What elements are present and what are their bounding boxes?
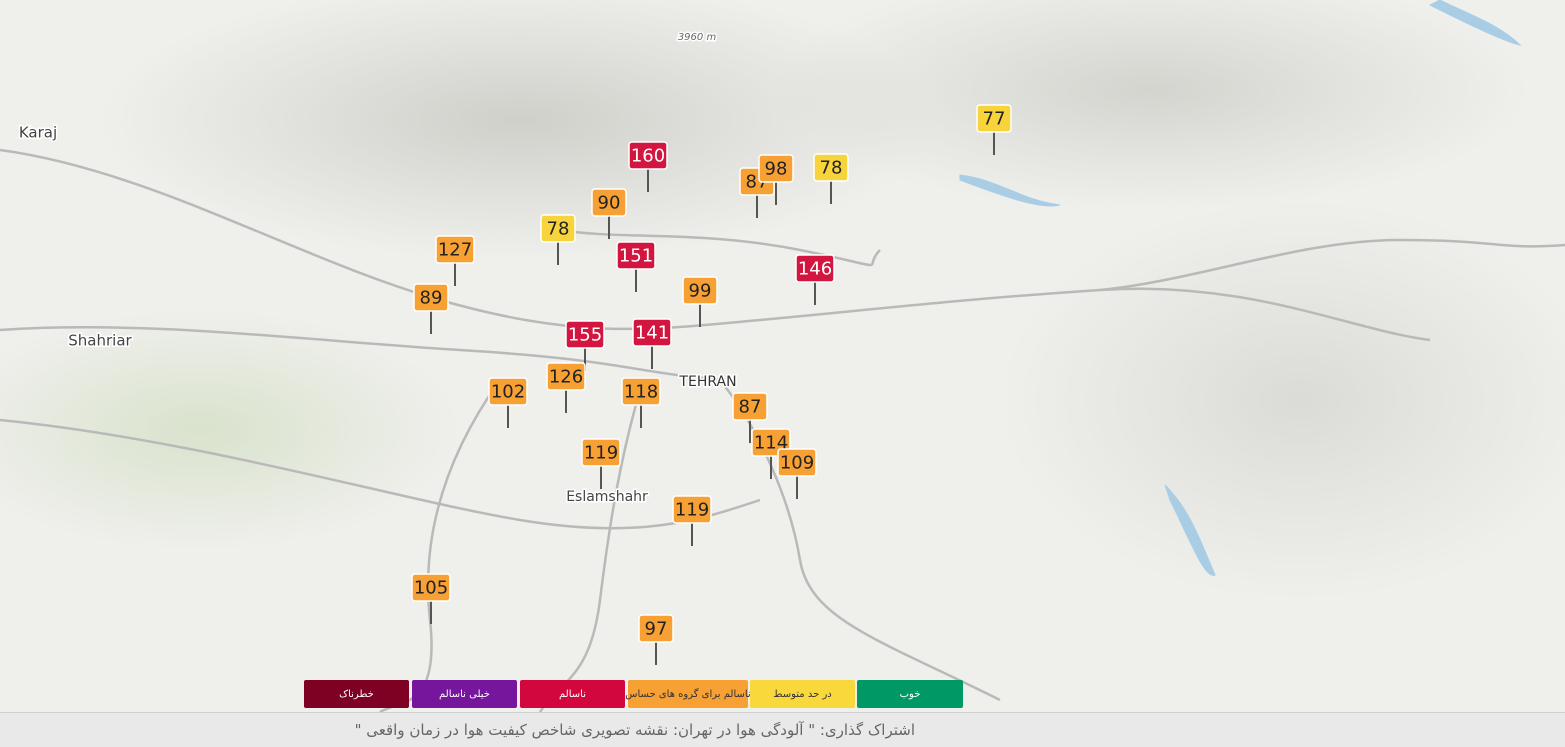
marker-box (732, 392, 768, 421)
marker-value: 87 (739, 397, 762, 418)
marker-box (435, 235, 475, 264)
marker-box (411, 573, 451, 602)
legend-swatch (304, 680, 409, 708)
place-label: 3960 m (678, 32, 717, 43)
legend-label: ناسالم (559, 689, 586, 700)
marker-box (976, 104, 1012, 133)
legend-swatch (857, 680, 963, 708)
legend-swatch (520, 680, 625, 708)
legend-item[interactable]: ناسالم برای گروه های حساس (625, 680, 751, 708)
aqi-marker[interactable]: 89 (413, 283, 449, 334)
marker-box (621, 377, 661, 406)
marker-box (488, 377, 528, 406)
legend: خطرناک خیلی ناسالم ناسالم ناسالم برای گروه … (304, 680, 963, 708)
aqi-marker[interactable]: 97 (638, 614, 674, 665)
aqi-marker[interactable]: 105 (411, 573, 451, 624)
legend-item[interactable]: خیلی ناسالم (412, 680, 517, 708)
legend-label: ناسالم برای گروه های حساس (625, 688, 750, 700)
marker-box (413, 283, 449, 312)
aqi-marker[interactable]: 78 (813, 153, 849, 204)
aqi-marker[interactable]: 78 (540, 214, 576, 265)
marker-box (616, 241, 656, 270)
aqi-marker[interactable]: 127 (435, 235, 475, 286)
marker-value: 118 (624, 382, 658, 403)
map-canvas: Karaj Shahriar TEHRAN Eslamshahr 3960 m 77 16… (0, 0, 1565, 714)
marker-value: 102 (491, 382, 525, 403)
marker-value: 99 (689, 281, 712, 302)
aqi-marker[interactable]: 146 (795, 254, 835, 305)
marker-box (777, 448, 817, 477)
place-label: Eslamshahr (566, 489, 648, 505)
aqi-marker[interactable]: 151 (616, 241, 656, 292)
marker-box (546, 362, 586, 391)
marker-value: 126 (549, 367, 583, 388)
marker-value: 155 (568, 325, 602, 346)
marker-box (682, 276, 718, 305)
marker-value: 105 (414, 578, 448, 599)
aqi-marker[interactable]: 118 (621, 377, 661, 428)
place-label: TEHRAN (678, 374, 736, 390)
marker-box (540, 214, 576, 243)
marker-value: 109 (780, 453, 814, 474)
aqi-marker[interactable]: 141 (632, 318, 672, 369)
legend-label: در حد متوسط (773, 689, 831, 700)
aqi-marker[interactable]: 114 (751, 428, 791, 479)
aqi-marker[interactable]: 160 (628, 141, 668, 192)
aqi-marker[interactable]: 77 (976, 104, 1012, 155)
marker-value: 141 (635, 323, 669, 344)
marker-box (795, 254, 835, 283)
marker-value: 114 (754, 433, 788, 454)
marker-value: 119 (675, 500, 709, 521)
legend-label: خیلی ناسالم (439, 689, 490, 700)
legend-item[interactable]: خوب (857, 680, 963, 708)
marker-box (565, 320, 605, 349)
aqi-marker[interactable]: 155 (565, 320, 605, 371)
marker-value: 78 (820, 158, 843, 179)
legend-label: خوب (900, 689, 921, 700)
marker-value: 146 (798, 259, 832, 280)
marker-value: 151 (619, 246, 653, 267)
aqi-marker[interactable]: 119 (581, 438, 621, 489)
marker-value: 77 (983, 109, 1006, 130)
legend-label: خطرناک (339, 689, 374, 700)
legend-item[interactable]: خطرناک (304, 680, 409, 708)
marker-box (813, 153, 849, 182)
marker-box (632, 318, 672, 347)
aqi-marker[interactable]: 87 (732, 392, 768, 443)
map-labels: Karaj Shahriar TEHRAN Eslamshahr 3960 m (17, 31, 738, 507)
footer: اشتراک گذاری: " آلودگی هوا در تهران: نقش… (0, 712, 1565, 747)
share-text[interactable]: اشتراک گذاری: " آلودگی هوا در تهران: نقش… (354, 721, 915, 739)
aqi-marker[interactable]: 98 (758, 154, 794, 205)
marker-value: 160 (631, 146, 665, 167)
marker-box (672, 495, 712, 524)
aqi-marker[interactable]: 99 (682, 276, 718, 327)
marker-value: 127 (438, 240, 472, 261)
aqi-marker[interactable]: 109 (777, 448, 817, 499)
legend-swatch (628, 680, 748, 708)
aqi-marker[interactable]: 126 (546, 362, 586, 413)
markers: 77 160 87 98 78 90 78 127 151 146 99 89 155 141 126 118… (411, 104, 1012, 665)
marker-value: 97 (645, 619, 668, 640)
legend-item[interactable]: در حد متوسط (750, 680, 855, 708)
marker-box (638, 614, 674, 643)
legend-swatch (412, 680, 517, 708)
aqi-marker[interactable]: 90 (591, 188, 627, 239)
place-label: Karaj (19, 124, 57, 142)
water (959, 0, 1522, 576)
marker-value: 90 (598, 193, 621, 214)
marker-value: 119 (584, 443, 618, 464)
map[interactable]: Karaj Shahriar TEHRAN Eslamshahr 3960 m 77 16… (0, 0, 1565, 714)
aqi-marker[interactable]: 102 (488, 377, 528, 428)
marker-value: 89 (420, 288, 443, 309)
marker-box (591, 188, 627, 217)
place-label: Shahriar (68, 332, 132, 350)
aqi-marker[interactable]: 119 (672, 495, 712, 546)
legend-swatch (750, 680, 855, 708)
marker-box (628, 141, 668, 170)
marker-value: 78 (547, 219, 570, 240)
marker-box (758, 154, 794, 183)
marker-box (581, 438, 621, 467)
legend-item[interactable]: ناسالم (520, 680, 625, 708)
marker-value: 98 (765, 159, 788, 180)
